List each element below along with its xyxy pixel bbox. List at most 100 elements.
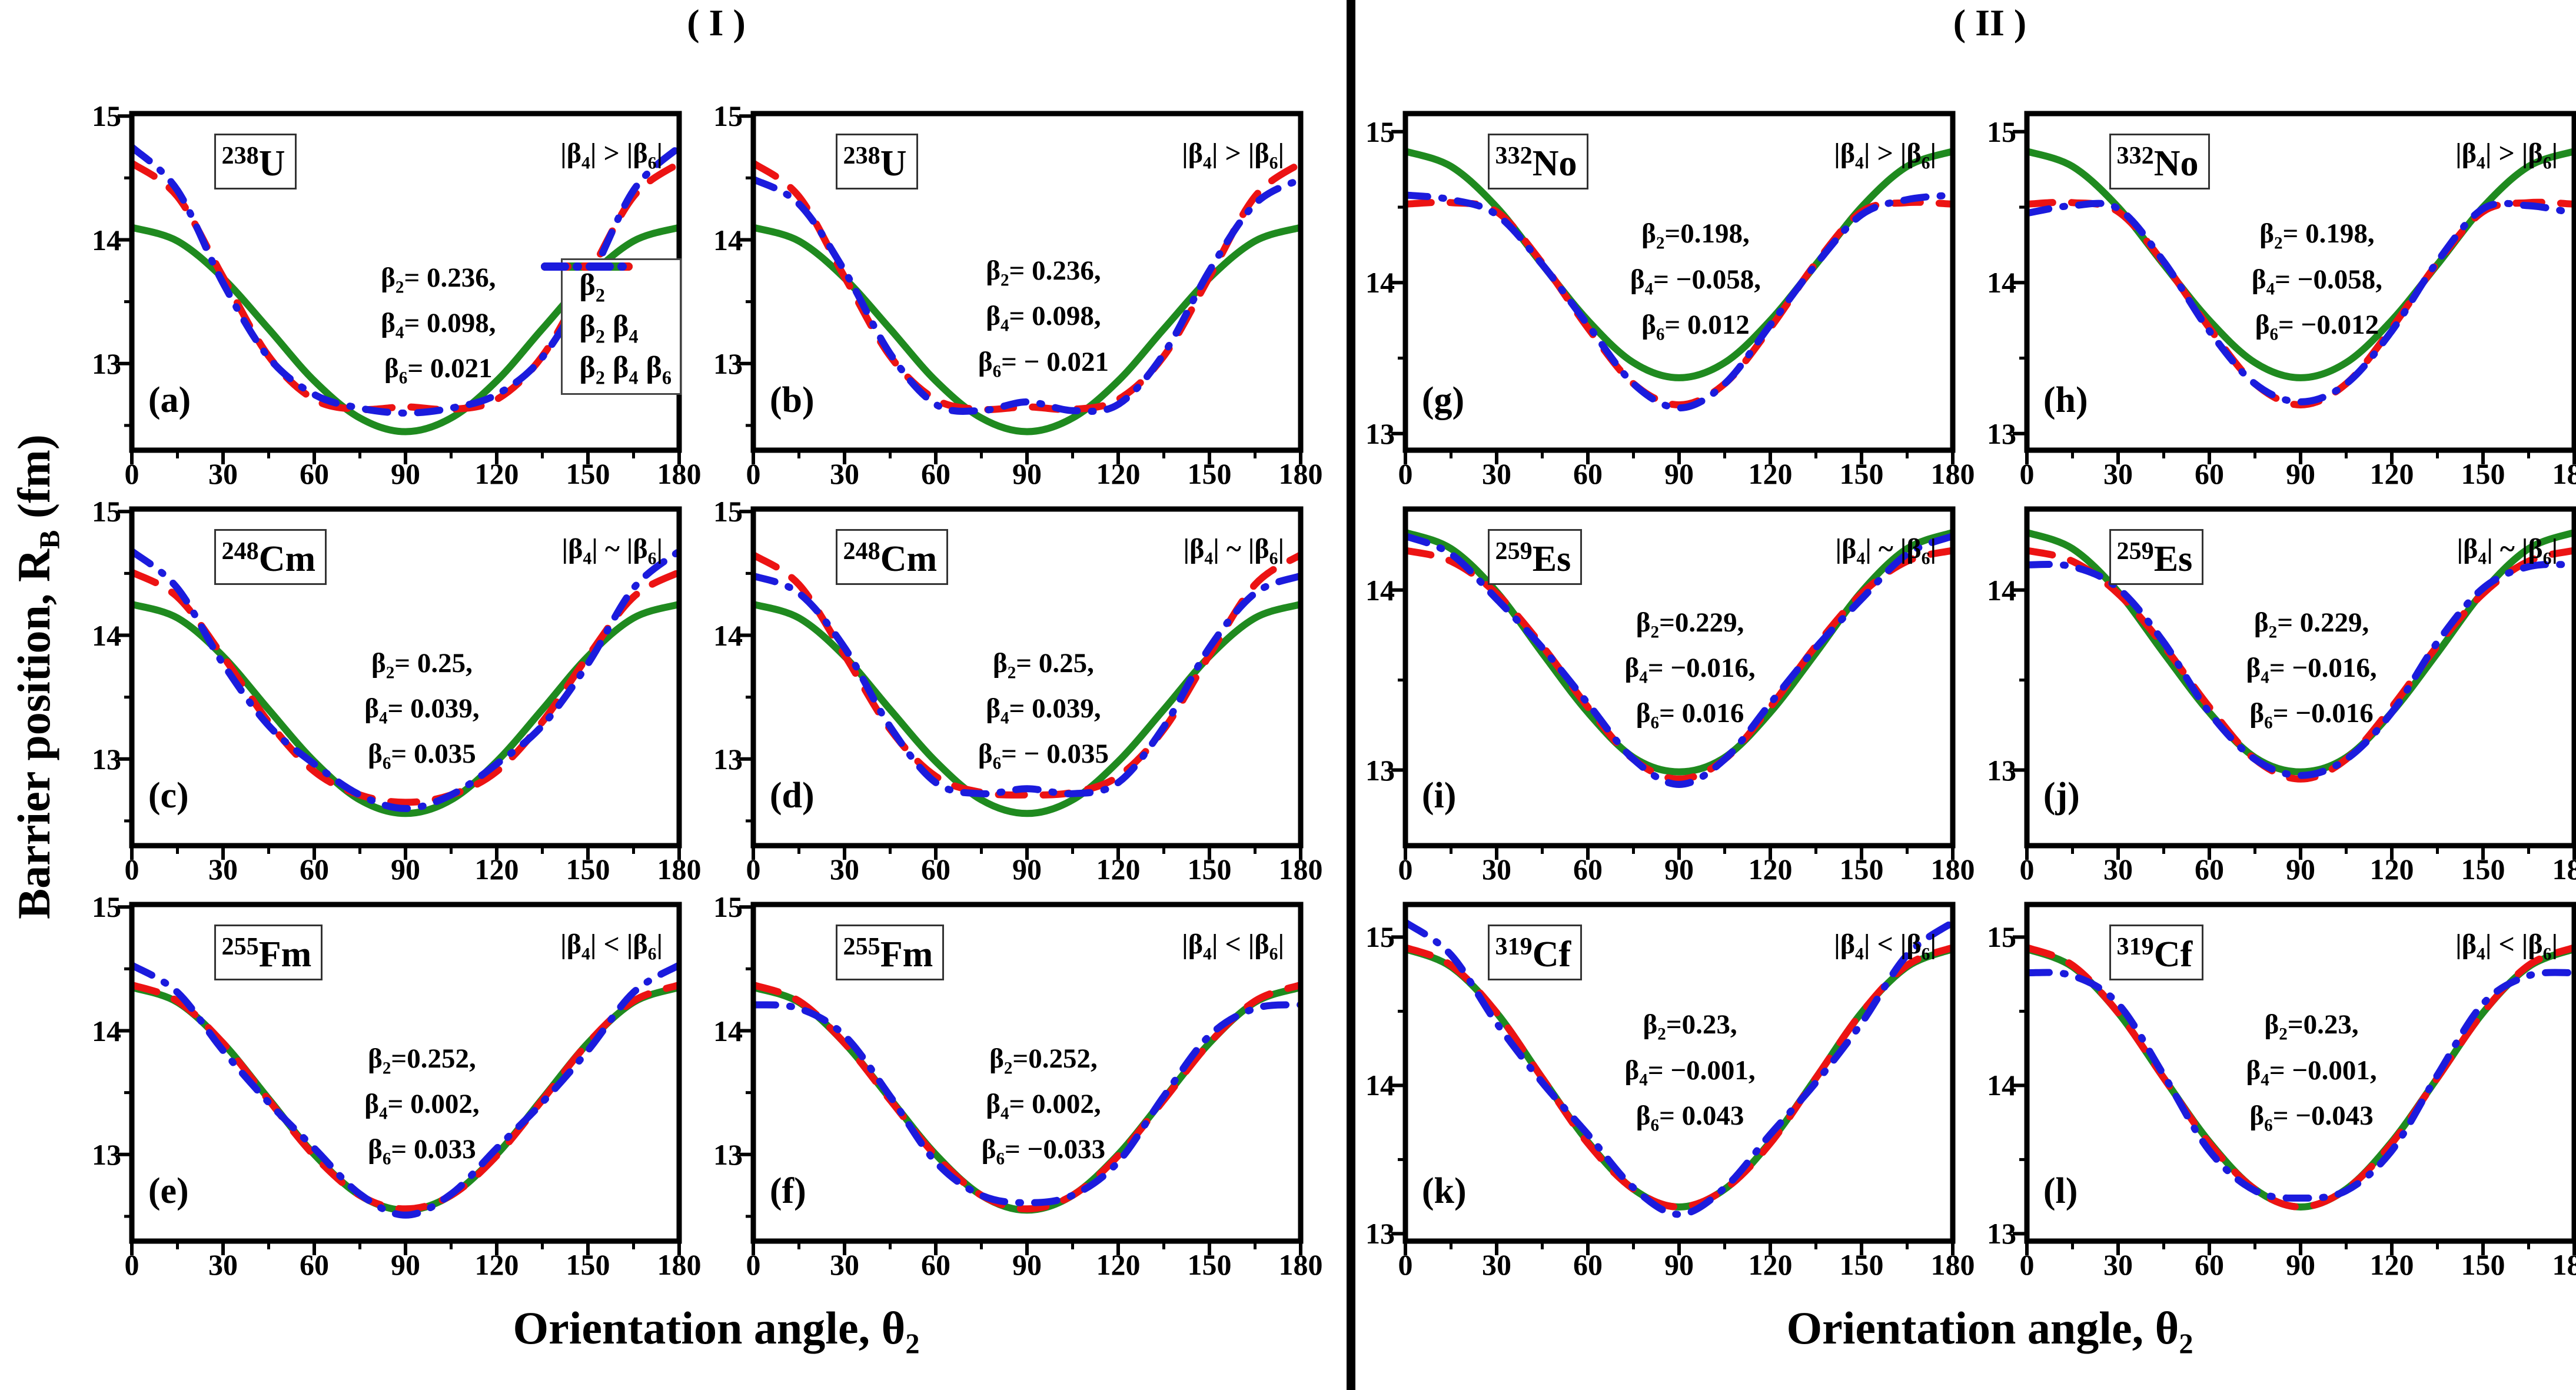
x-tick-label: 90 (1012, 457, 1042, 490)
group-divider (1347, 0, 1355, 1390)
x-tick-label: 90 (1664, 1248, 1694, 1281)
beta-annotation: β6= −0.012 (2255, 309, 2379, 344)
beta-annotation: β2=0.252, (368, 1043, 476, 1078)
panel-letter: (h) (2043, 380, 2088, 420)
panel-f: 15 14 13 0 30 60 90 120 150 180 255Fm |β4| < |β6| β2… (713, 890, 1323, 1281)
panel-f-plot (739, 902, 1304, 1255)
x-tick-label: 120 (1748, 853, 1793, 886)
x-tick-label: 150 (566, 457, 610, 490)
beta-annotation: β4= −0.058, (2251, 264, 2382, 298)
x-tick-label: 120 (1748, 1248, 1793, 1281)
series-beta2beta4beta6 (753, 572, 1301, 797)
legend: β2 β2 β4 β2 β4 β6 (541, 258, 682, 395)
x-tick-label: 120 (474, 853, 519, 886)
beta-annotation: β4= 0.098, (986, 301, 1101, 335)
x-tick-label: 150 (2461, 457, 2505, 490)
y-tick-label: 15 (92, 495, 121, 528)
x-axis-title-II: Orientation angle, θ2 (1786, 1302, 2193, 1360)
beta-annotation: β6= 0.033 (368, 1133, 476, 1169)
x-tick-label: 120 (1096, 1248, 1141, 1281)
series-beta2beta4beta6 (2027, 199, 2574, 405)
x-tick-label: 120 (1748, 457, 1793, 490)
y-tick-label: 14 (713, 223, 743, 257)
x-tick-label: 150 (1187, 457, 1232, 490)
panel-i-plot (1391, 506, 1956, 860)
y-tick-label: 14 (1987, 266, 2016, 300)
series-beta2 (1405, 148, 1953, 381)
x-tick-label: 90 (1012, 853, 1042, 886)
series-beta2beta4 (2027, 944, 2574, 1211)
panel-b-plot (739, 111, 1304, 464)
nucleus-label: 319Cf (1487, 925, 1583, 981)
condition-label: |β4| < |β6| (1834, 929, 1937, 964)
x-tick-label: 0 (124, 853, 139, 886)
beta-annotation: β6= 0.043 (1636, 1100, 1744, 1135)
y-tick-label: 13 (713, 347, 743, 380)
x-tick-label: 60 (2195, 457, 2224, 490)
x-tick-label: 180 (1278, 1248, 1323, 1281)
y-tick-label: 14 (713, 1014, 743, 1048)
panel-letter: (f) (769, 1170, 806, 1211)
x-tick-label: 120 (2369, 853, 2414, 886)
beta-annotation: β2=0.23, (2264, 1009, 2359, 1044)
x-tick-label: 60 (1573, 457, 1603, 490)
series-beta2beta4 (132, 568, 679, 806)
x-tick-label: 180 (1930, 457, 1975, 490)
y-tick-label: 15 (1365, 920, 1395, 954)
x-tick-label: 180 (657, 457, 702, 490)
series-beta2 (132, 600, 679, 817)
series-beta2beta4beta6 (753, 1001, 1301, 1206)
x-tick-label: 120 (1096, 457, 1141, 490)
x-tick-label: 180 (2552, 1248, 2576, 1281)
condition-label: |β4| ~ |β6| (2457, 533, 2558, 568)
beta-annotation: β6= −0.016 (2249, 698, 2374, 733)
condition-label: |β4| < |β6| (2455, 929, 2558, 964)
panel-letter: (j) (2043, 775, 2080, 816)
x-tick-label: 90 (391, 457, 420, 490)
series-beta2beta4beta6 (132, 962, 679, 1219)
series-beta2beta4beta6 (2027, 969, 2574, 1202)
panel-l: 15 14 130 30 60 90 120 150 180 319Cf |β4| < |β6| β2… (1987, 902, 2576, 1281)
x-tick-label: 150 (566, 1248, 610, 1281)
x-tick-label: 0 (1398, 1248, 1413, 1281)
series-beta2beta4 (753, 551, 1301, 799)
panel-c-plot (118, 506, 682, 860)
x-tick-label: 120 (2369, 457, 2414, 490)
x-tick-label: 0 (124, 1248, 139, 1281)
panel-l-plot (2013, 902, 2576, 1255)
y-tick-label: 15 (1987, 920, 2016, 954)
beta-annotation: β4= 0.002, (364, 1088, 480, 1123)
y-tick-label: 14 (1987, 1069, 2016, 1102)
beta-annotation: β4= −0.016, (1624, 653, 1756, 687)
x-tick-label: 60 (2195, 853, 2224, 886)
condition-label: |β4| > |β6| (2455, 138, 2558, 173)
y-tick-label: 15 (713, 495, 743, 528)
x-tick-label: 90 (1012, 1248, 1042, 1281)
x-tick-label: 90 (1664, 853, 1694, 886)
series-beta2beta4beta6 (2027, 561, 2574, 779)
x-tick-label: 30 (208, 457, 238, 490)
x-tick-label: 0 (746, 1248, 761, 1281)
x-tick-label: 120 (1096, 853, 1141, 886)
nucleus-label: 255Fm (214, 925, 323, 981)
beta-annotation: β4= 0.039, (986, 693, 1101, 728)
beta-annotation: β2=0.229, (1636, 607, 1744, 642)
series-beta2beta4 (1405, 944, 1953, 1211)
condition-label: |β4| > |β6| (560, 138, 663, 173)
y-tick-label: 15 (92, 890, 121, 924)
legend-label: β2 β4 β6 (579, 351, 672, 388)
panel-letter: (k) (1421, 1170, 1467, 1211)
y-tick-label: 15 (713, 890, 743, 924)
x-tick-label: 30 (208, 1248, 238, 1281)
y-tick-label: 13 (92, 1138, 121, 1171)
x-tick-label: 30 (208, 853, 238, 886)
x-tick-label: 60 (1573, 1248, 1603, 1281)
beta-annotation: β4= 0.002, (986, 1088, 1101, 1123)
series-beta2beta4 (132, 981, 679, 1213)
nucleus-label: 248Cm (214, 529, 327, 586)
x-tick-label: 30 (830, 457, 859, 490)
beta-annotation: β2= 0.236, (381, 262, 496, 297)
nucleus-label: 238U (835, 134, 918, 190)
panel-i: 14 13 0 30 60 90 120 150 180 259Es |β4| ~ |β6| β2=0… (1365, 506, 1975, 886)
nucleus-label: 238U (214, 134, 297, 190)
